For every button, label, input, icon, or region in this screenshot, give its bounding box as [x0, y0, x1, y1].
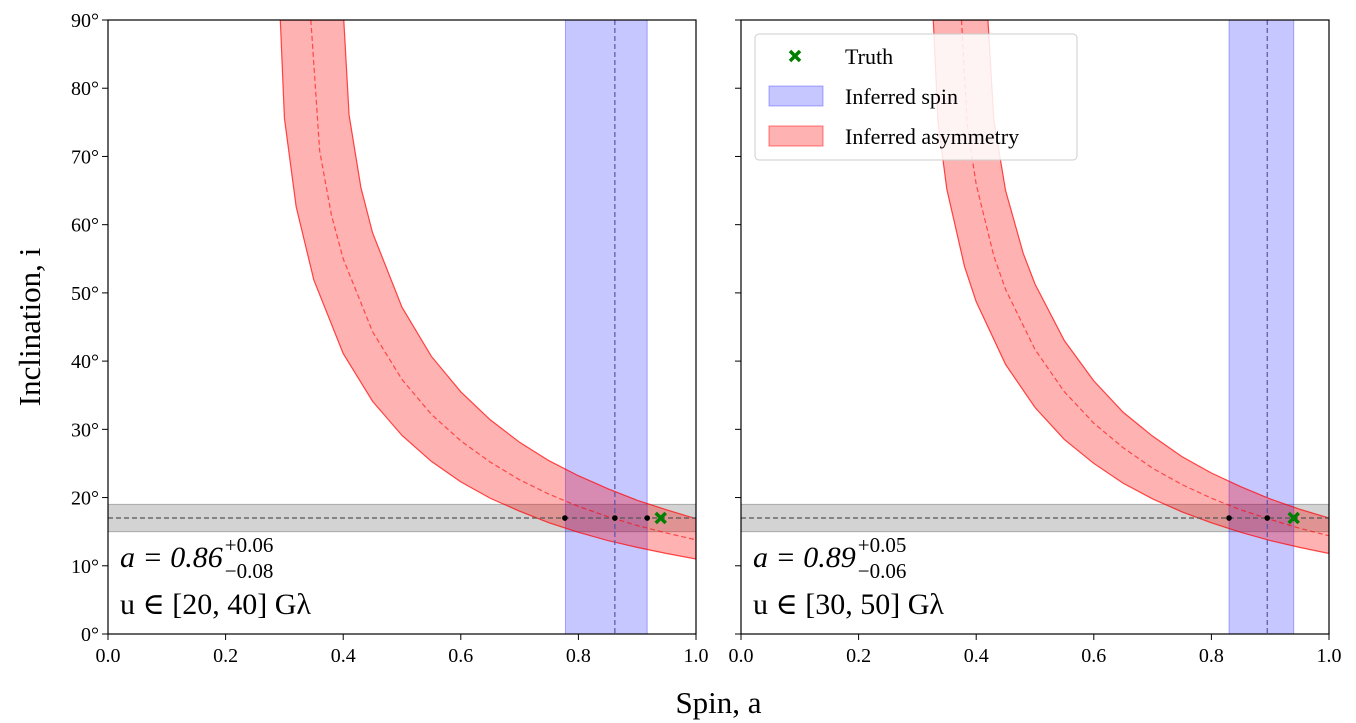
asymmetry-band	[279, 20, 696, 560]
x-tick-label: 0.6	[1081, 645, 1106, 667]
x-tick-label: 0.2	[213, 645, 238, 667]
y-tick-label: 80°	[71, 78, 99, 100]
legend-asymmetry-patch	[768, 125, 824, 147]
x-tick-label: 0.4	[331, 645, 356, 667]
intersection-point	[1226, 515, 1232, 521]
truth-marker	[1287, 511, 1300, 525]
annotation-sub: −0.08	[225, 559, 274, 583]
intersection-point	[1264, 515, 1271, 521]
legend-label: Truth	[845, 44, 893, 69]
legend-label: Inferred spin	[845, 84, 958, 109]
axes-frame	[107, 19, 697, 635]
y-tick-label: 20°	[71, 488, 99, 510]
x-tick-label: 0.2	[846, 645, 871, 667]
annotation-sub: −0.06	[858, 559, 907, 583]
intersection-point	[644, 515, 650, 521]
y-tick-label: 0°	[81, 624, 99, 646]
x-tick-label: 1.0	[684, 645, 709, 667]
legend-label: Inferred asymmetry	[845, 124, 1019, 149]
y-tick-label: 90°	[71, 10, 99, 32]
y-tick-label: 50°	[71, 283, 99, 305]
x-tick-label: 0.8	[1199, 645, 1224, 667]
x-tick-label: 0.0	[96, 645, 121, 667]
y-tick-label: 40°	[71, 351, 99, 373]
x-tick-label: 0.6	[448, 645, 473, 667]
annotation-value: a = 0.89	[753, 541, 856, 574]
axes-frame	[740, 19, 1330, 635]
intersection-point	[612, 515, 618, 521]
annotation-sup: +0.05	[858, 533, 907, 557]
x-axis-label: Spin, a	[675, 685, 761, 720]
x-tick-label: 1.0	[1317, 645, 1342, 667]
asymmetry-center-line	[310, 20, 696, 541]
annotation-value: a = 0.86	[120, 541, 223, 574]
y-tick-label: 70°	[71, 146, 99, 168]
x-tick-label: 0.4	[964, 645, 989, 667]
x-tick-label: 0.0	[729, 645, 754, 667]
y-tick-label: 60°	[71, 215, 99, 237]
annotation-sup: +0.06	[225, 533, 274, 557]
legend-spin-patch	[768, 85, 824, 107]
y-axis-label: Inclination, i	[12, 247, 47, 406]
legend-box	[754, 33, 1078, 161]
x-tick-label: 0.8	[566, 645, 591, 667]
legend-truth-marker	[788, 49, 802, 63]
annotation-range: u ∈ [20, 40] Gλ	[120, 588, 311, 621]
plot-area	[108, 20, 696, 634]
y-tick-label: 10°	[71, 556, 99, 578]
truth-marker	[654, 511, 667, 525]
y-tick-label: 30°	[71, 419, 99, 441]
annotation-range: u ∈ [30, 50] Gλ	[753, 588, 944, 621]
intersection-point	[562, 515, 568, 521]
asymmetry-center-line	[960, 20, 1329, 537]
spin-band	[564, 20, 648, 634]
